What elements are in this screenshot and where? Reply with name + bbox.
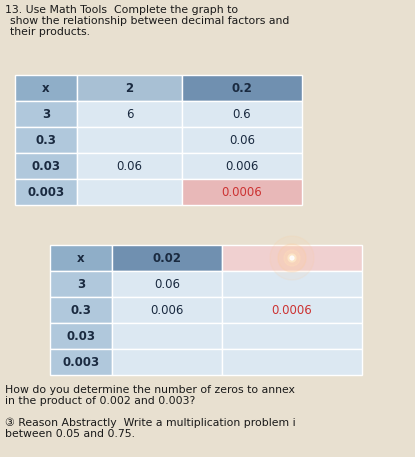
Text: 13. Use Math Tools  Complete the graph to: 13. Use Math Tools Complete the graph to bbox=[5, 5, 238, 15]
Text: 0.06: 0.06 bbox=[229, 133, 255, 147]
Text: 0.3: 0.3 bbox=[36, 133, 56, 147]
Text: 6: 6 bbox=[126, 107, 133, 121]
Circle shape bbox=[270, 236, 314, 280]
Bar bbox=[50, 245, 112, 271]
Bar bbox=[15, 179, 77, 205]
Bar bbox=[77, 153, 182, 179]
Text: 3: 3 bbox=[42, 107, 50, 121]
Circle shape bbox=[284, 250, 300, 266]
Bar bbox=[15, 75, 77, 101]
Bar bbox=[15, 127, 77, 153]
Text: between 0.05 and 0.75.: between 0.05 and 0.75. bbox=[5, 429, 135, 439]
Bar bbox=[182, 153, 302, 179]
Bar bbox=[222, 271, 362, 297]
Text: 0.003: 0.003 bbox=[62, 356, 100, 368]
Bar bbox=[112, 323, 222, 349]
Bar bbox=[77, 179, 182, 205]
Text: 0.06: 0.06 bbox=[154, 277, 180, 291]
Bar bbox=[77, 101, 182, 127]
Bar bbox=[182, 179, 302, 205]
Text: x: x bbox=[77, 251, 85, 265]
Bar bbox=[182, 127, 302, 153]
Text: 0.2: 0.2 bbox=[232, 81, 252, 95]
Bar bbox=[77, 127, 182, 153]
Text: 0.6: 0.6 bbox=[233, 107, 251, 121]
Text: x: x bbox=[42, 81, 50, 95]
Text: 0.02: 0.02 bbox=[152, 251, 181, 265]
Circle shape bbox=[288, 254, 296, 262]
Text: 0.0006: 0.0006 bbox=[272, 303, 312, 317]
Text: How do you determine the number of zeros to annex: How do you determine the number of zeros… bbox=[5, 385, 295, 395]
Bar bbox=[15, 101, 77, 127]
Bar bbox=[77, 75, 182, 101]
Text: 0.0006: 0.0006 bbox=[222, 186, 262, 198]
Text: 0.06: 0.06 bbox=[117, 159, 142, 172]
Bar bbox=[50, 297, 112, 323]
Text: in the product of 0.002 and 0.003?: in the product of 0.002 and 0.003? bbox=[5, 396, 195, 406]
Text: 0.03: 0.03 bbox=[32, 159, 61, 172]
Bar bbox=[112, 245, 222, 271]
Bar bbox=[15, 153, 77, 179]
Bar bbox=[182, 101, 302, 127]
Bar bbox=[222, 245, 362, 271]
Bar bbox=[222, 297, 362, 323]
Circle shape bbox=[278, 244, 306, 272]
Text: 0.006: 0.006 bbox=[225, 159, 259, 172]
Bar bbox=[50, 349, 112, 375]
Text: show the relationship between decimal factors and: show the relationship between decimal fa… bbox=[10, 16, 289, 26]
Text: their products.: their products. bbox=[10, 27, 90, 37]
Bar bbox=[112, 349, 222, 375]
Bar bbox=[50, 271, 112, 297]
Bar bbox=[222, 349, 362, 375]
Bar bbox=[222, 323, 362, 349]
Circle shape bbox=[290, 256, 294, 260]
Text: 3: 3 bbox=[77, 277, 85, 291]
Text: ③ Reason Abstractly  Write a multiplication problem i: ③ Reason Abstractly Write a multiplicati… bbox=[5, 418, 295, 428]
Text: 2: 2 bbox=[125, 81, 134, 95]
Text: 0.006: 0.006 bbox=[150, 303, 184, 317]
Bar bbox=[112, 297, 222, 323]
Bar bbox=[50, 323, 112, 349]
Bar bbox=[182, 75, 302, 101]
Bar bbox=[112, 271, 222, 297]
Text: 0.003: 0.003 bbox=[27, 186, 65, 198]
Text: 0.03: 0.03 bbox=[66, 329, 95, 342]
Text: 0.3: 0.3 bbox=[71, 303, 91, 317]
